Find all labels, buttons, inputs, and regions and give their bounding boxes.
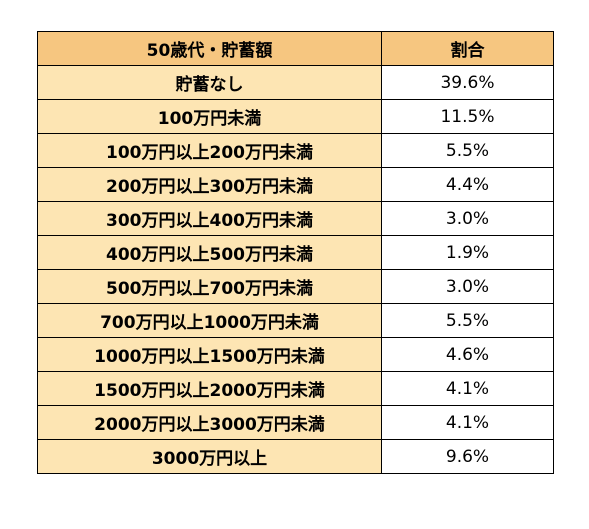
row-label: 200万円以上300万円未満 xyxy=(37,167,382,202)
row-value: 5.5% xyxy=(381,133,554,168)
header-percentage: 割合 xyxy=(381,31,554,66)
row-value: 3.0% xyxy=(381,269,554,304)
table-row: 1000万円以上1500万円未満 4.6% xyxy=(37,337,554,372)
row-value: 39.6% xyxy=(381,65,554,100)
table-row: 1500万円以上2000万円未満 4.1% xyxy=(37,371,554,406)
row-value: 11.5% xyxy=(381,99,554,134)
row-label: 貯蓄なし xyxy=(37,65,382,100)
table-row: 700万円以上1000万円未満 5.5% xyxy=(37,303,554,338)
row-value: 4.1% xyxy=(381,371,554,406)
row-value: 9.6% xyxy=(381,439,554,474)
row-value: 4.1% xyxy=(381,405,554,440)
row-value: 4.4% xyxy=(381,167,554,202)
row-label: 500万円以上700万円未満 xyxy=(37,269,382,304)
row-value: 4.6% xyxy=(381,337,554,372)
table-row: 3000万円以上 9.6% xyxy=(37,439,554,474)
header-category: 50歳代・貯蓄額 xyxy=(37,31,382,66)
row-label: 2000万円以上3000万円未満 xyxy=(37,405,382,440)
row-label: 1000万円以上1500万円未満 xyxy=(37,337,382,372)
table-row: 貯蓄なし 39.6% xyxy=(37,65,554,100)
row-label: 700万円以上1000万円未満 xyxy=(37,303,382,338)
table-row: 500万円以上700万円未満 3.0% xyxy=(37,269,554,304)
row-value: 1.9% xyxy=(381,235,554,270)
table-row: 2000万円以上3000万円未満 4.1% xyxy=(37,405,554,440)
table-row: 300万円以上400万円未満 3.0% xyxy=(37,201,554,236)
row-value: 5.5% xyxy=(381,303,554,338)
row-label: 300万円以上400万円未満 xyxy=(37,201,382,236)
row-value: 3.0% xyxy=(381,201,554,236)
savings-table: 50歳代・貯蓄額 割合 貯蓄なし 39.6% 100万円未満 11.5% 100… xyxy=(37,31,554,474)
row-label: 100万円以上200万円未満 xyxy=(37,133,382,168)
header-row: 50歳代・貯蓄額 割合 xyxy=(37,31,554,66)
row-label: 3000万円以上 xyxy=(37,439,382,474)
row-label: 100万円未満 xyxy=(37,99,382,134)
row-label: 1500万円以上2000万円未満 xyxy=(37,371,382,406)
row-label: 400万円以上500万円未満 xyxy=(37,235,382,270)
table-row: 200万円以上300万円未満 4.4% xyxy=(37,167,554,202)
table-row: 100万円以上200万円未満 5.5% xyxy=(37,133,554,168)
table-row: 400万円以上500万円未満 1.9% xyxy=(37,235,554,270)
table-row: 100万円未満 11.5% xyxy=(37,99,554,134)
